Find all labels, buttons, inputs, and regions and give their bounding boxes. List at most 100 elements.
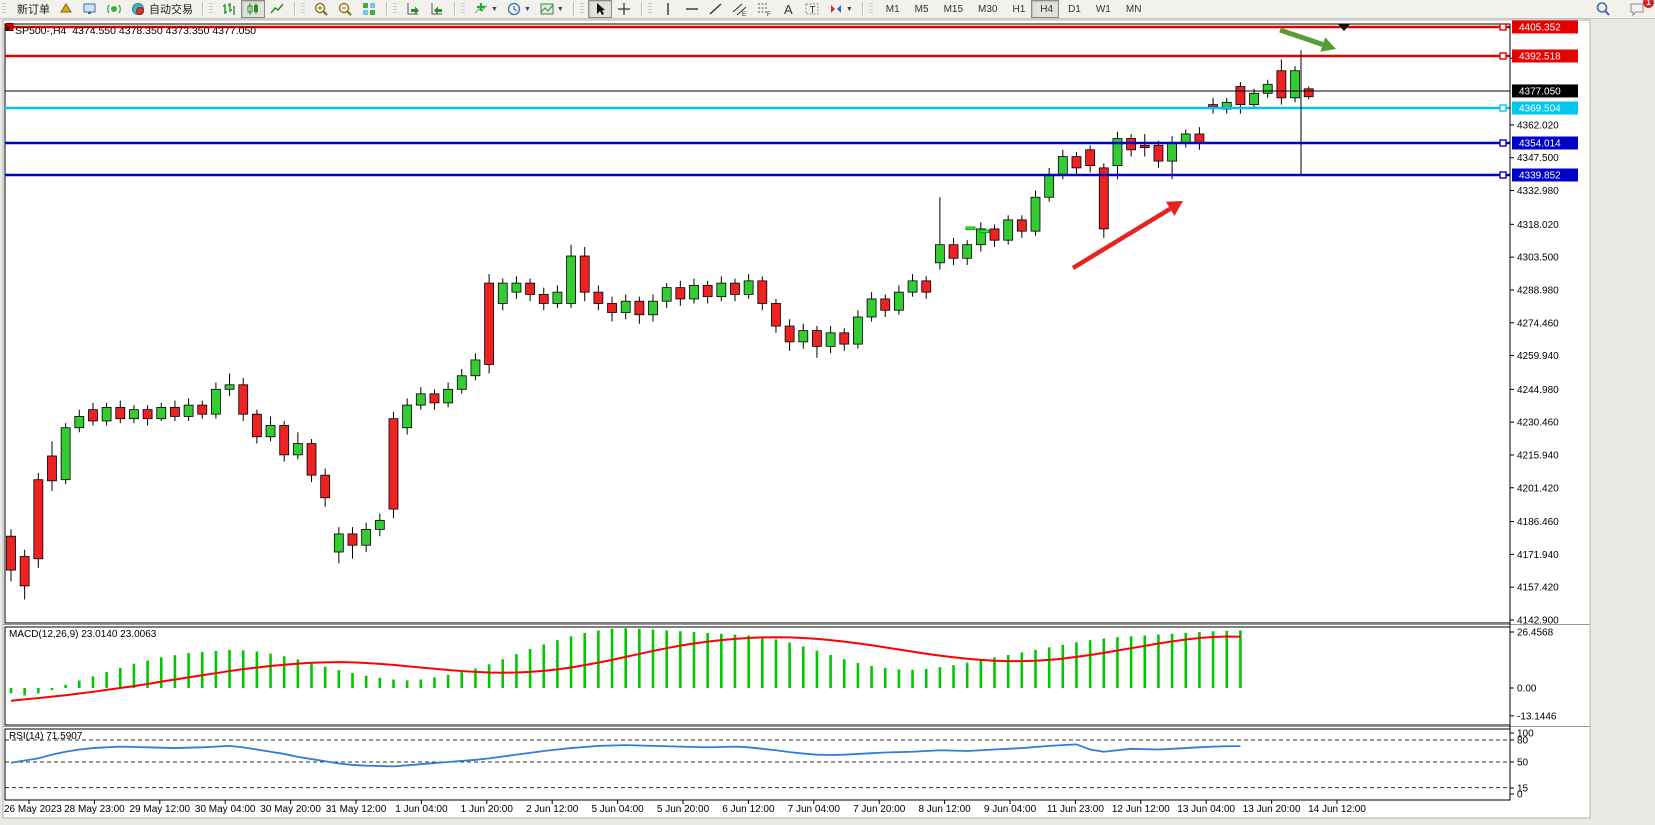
svg-text:30 May 20:00: 30 May 20:00 xyxy=(260,804,321,815)
shapes-icon xyxy=(830,5,841,13)
labelT-icon: T xyxy=(805,3,819,16)
svg-text:T: T xyxy=(809,5,815,16)
chart-shift-button[interactable] xyxy=(425,0,449,18)
fibo-button[interactable]: F xyxy=(752,0,776,18)
svg-text:13 Jun 04:00: 13 Jun 04:00 xyxy=(1177,804,1235,815)
svg-text:13 Jun 20:00: 13 Jun 20:00 xyxy=(1243,804,1301,815)
crosshair-button[interactable] xyxy=(612,0,636,18)
autotrade-button-label: 自动交易 xyxy=(149,4,193,16)
trendline-button[interactable] xyxy=(704,0,728,18)
tf-h4-button-label: H4 xyxy=(1040,3,1054,15)
svg-text:2 Jun 12:00: 2 Jun 12:00 xyxy=(526,804,579,815)
svg-text:4354.014: 4354.014 xyxy=(1519,138,1561,149)
svg-text:7 Jun 04:00: 7 Jun 04:00 xyxy=(788,804,841,815)
toolbar-grip xyxy=(2,3,6,15)
crosshair-icon xyxy=(617,3,630,15)
svg-text:4318.020: 4318.020 xyxy=(1517,220,1559,231)
tf-m30-button-label: M30 xyxy=(978,3,998,15)
channel-button[interactable]: E xyxy=(728,0,752,18)
candle-chart-button[interactable] xyxy=(241,0,265,18)
hline-button[interactable] xyxy=(680,0,704,18)
fibo-icon: F xyxy=(757,3,771,17)
linechart-icon xyxy=(270,3,284,14)
bar-chart-button[interactable] xyxy=(217,0,241,18)
shapes-button-dropdown-icon[interactable]: ▼ xyxy=(845,5,853,13)
svg-text:11 Jun 23:00: 11 Jun 23:00 xyxy=(1047,804,1105,815)
autotrade-button[interactable]: 自动交易 xyxy=(126,0,197,18)
svg-text:F: F xyxy=(767,12,771,17)
autoscroll-icon xyxy=(407,3,419,15)
svg-text:5 Jun 04:00: 5 Jun 04:00 xyxy=(591,804,644,815)
templates-button[interactable]: ▼ xyxy=(535,0,568,18)
svg-text:4259.940: 4259.940 xyxy=(1517,351,1559,362)
indicators-button-dropdown-icon[interactable]: ▼ xyxy=(491,5,498,13)
tf-mn-button[interactable]: MN xyxy=(1117,0,1148,18)
periods-button[interactable]: ▼ xyxy=(502,0,535,18)
new-order-button[interactable]: 新订单 xyxy=(10,0,54,18)
svg-text:14 Jun 12:00: 14 Jun 12:00 xyxy=(1308,804,1366,815)
notifications-button[interactable]: 1 xyxy=(1625,0,1654,18)
svg-text:6 Jun 12:00: 6 Jun 12:00 xyxy=(722,804,775,815)
tile-windows-button[interactable] xyxy=(357,0,381,18)
zoom-in-button[interactable] xyxy=(309,0,333,18)
news-button[interactable] xyxy=(102,0,126,18)
auto-scroll-button[interactable] xyxy=(401,0,425,18)
tf-m5-button-label: M5 xyxy=(914,3,929,15)
indicator-icon xyxy=(474,3,488,14)
shapes-button[interactable]: ▼ xyxy=(824,0,857,18)
svg-text:4377.050: 4377.050 xyxy=(1519,86,1561,97)
svg-text:28 May 23:00: 28 May 23:00 xyxy=(64,804,125,815)
svg-text:12 Jun 12:00: 12 Jun 12:00 xyxy=(1112,804,1170,815)
indicators-button[interactable]: ▼ xyxy=(469,0,502,18)
svg-text:4244.980: 4244.980 xyxy=(1517,385,1559,396)
toolbar-grip xyxy=(647,3,652,15)
svg-text:80: 80 xyxy=(1517,736,1529,747)
svg-text:50: 50 xyxy=(1517,758,1529,769)
toolbar-grip xyxy=(209,3,213,15)
tf-d1-button[interactable]: D1 xyxy=(1059,0,1087,18)
tf-m1-button-label: M1 xyxy=(885,3,900,15)
tile-icon xyxy=(363,3,375,15)
line-chart-button[interactable] xyxy=(265,0,289,18)
toolbar-grip xyxy=(579,3,584,15)
candles-icon xyxy=(247,3,258,15)
periods-button-dropdown-icon[interactable]: ▼ xyxy=(523,5,531,13)
one-click-trading-expander-icon[interactable]: ▼ xyxy=(4,24,12,33)
svg-text:4303.500: 4303.500 xyxy=(1517,253,1559,264)
signal-icon xyxy=(107,4,121,14)
tf-h1-button-label: H1 xyxy=(1012,3,1026,15)
tf-h4-button[interactable]: H4 xyxy=(1031,0,1060,18)
tf-m30-button[interactable]: M30 xyxy=(969,0,1003,18)
tf-m5-button[interactable]: M5 xyxy=(906,0,935,18)
profile-button[interactable] xyxy=(78,0,102,18)
toolbar-grip xyxy=(301,3,305,15)
templates-button-dropdown-icon[interactable]: ▼ xyxy=(556,5,564,13)
tf-w1-button[interactable]: W1 xyxy=(1087,0,1117,18)
search-button[interactable] xyxy=(1591,0,1615,18)
cursor-button[interactable] xyxy=(587,0,612,18)
tf-m1-button[interactable]: M1 xyxy=(877,0,906,18)
toolbar-grip xyxy=(393,3,397,15)
toolbar-grip xyxy=(461,3,465,15)
chart-window-button[interactable] xyxy=(54,0,78,18)
hline-icon xyxy=(685,8,698,10)
svg-text:4392.518: 4392.518 xyxy=(1519,51,1561,62)
vline-button[interactable] xyxy=(656,0,680,18)
toolbar-separator xyxy=(640,2,643,16)
text-button[interactable]: A xyxy=(776,0,800,18)
zoom-out-button[interactable] xyxy=(333,0,357,18)
svg-text:4332.980: 4332.980 xyxy=(1517,186,1559,197)
tf-m15-button[interactable]: M15 xyxy=(935,0,969,18)
tf-h1-button[interactable]: H1 xyxy=(1003,0,1031,18)
svg-text:4230.460: 4230.460 xyxy=(1517,418,1559,429)
bars-icon xyxy=(223,3,235,15)
vline-icon xyxy=(667,3,669,15)
svg-text:4274.460: 4274.460 xyxy=(1517,318,1559,329)
svg-text:4347.500: 4347.500 xyxy=(1517,153,1559,164)
svg-text:4288.980: 4288.980 xyxy=(1517,285,1559,296)
label-button[interactable]: T xyxy=(800,0,824,18)
svg-text:4215.940: 4215.940 xyxy=(1517,450,1559,461)
svg-text:4171.940: 4171.940 xyxy=(1517,550,1559,561)
